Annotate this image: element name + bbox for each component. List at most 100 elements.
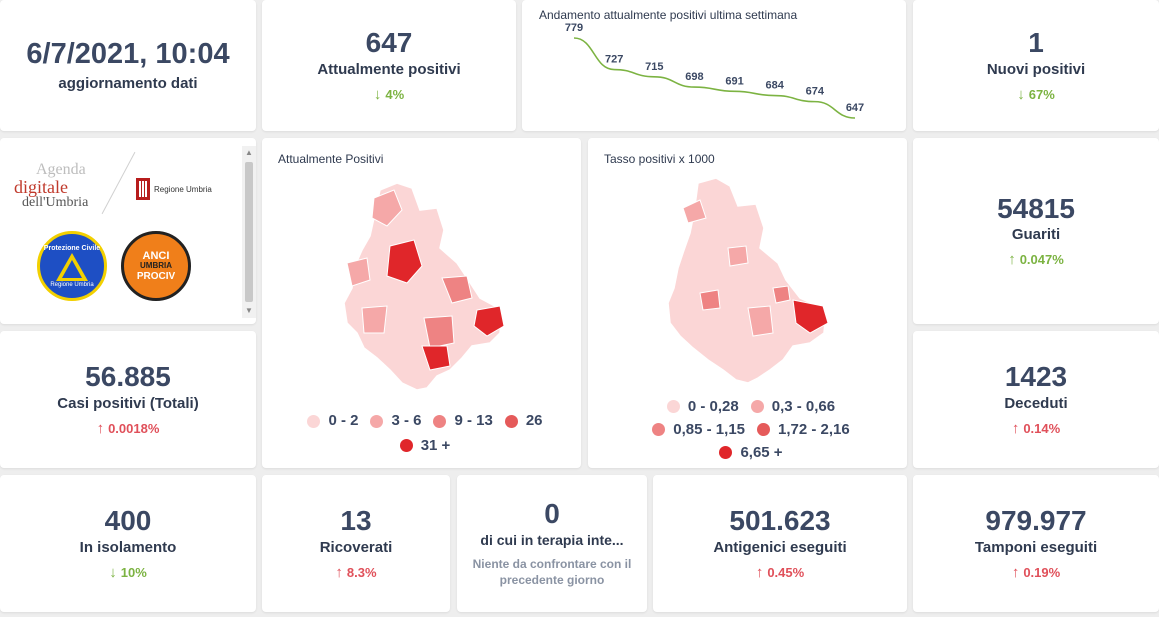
anci-prociv-logo: ANCI UMBRIA PROCIV	[121, 231, 191, 301]
scroll-thumb[interactable]	[245, 162, 253, 302]
anci-sub: UMBRIA	[140, 260, 172, 270]
arrow-up-icon: ↑	[1011, 563, 1020, 581]
isolamento-card[interactable]: 400 In isolamento ↓ 10%	[0, 475, 256, 612]
legend-dot	[750, 400, 764, 413]
protezione-sub: Regione Umbria	[50, 281, 94, 288]
attualmente-positivi-card[interactable]: 647 Attualmente positivi ↓ 4%	[262, 0, 516, 131]
terapia-note: Niente da confrontare con il precedente …	[472, 556, 632, 587]
tamponi-card[interactable]: 979.977 Tamponi eseguiti ↑ 0.19%	[913, 475, 1159, 612]
map-tasso[interactable]	[588, 138, 907, 468]
antigenici-label: Antigenici eseguiti	[713, 538, 847, 556]
legend-dot	[719, 446, 733, 459]
ricoverati-card[interactable]: 13 Ricoverati ↑ 8.3%	[262, 475, 450, 612]
logos-scrollbar[interactable]: ▲ ▼	[242, 146, 256, 318]
protezione-civile-logo: Protezione Civile Regione Umbria	[37, 231, 107, 301]
legend-label: 0 - 0,28	[687, 398, 739, 415]
update-card: 6/7/2021, 10:04 aggiornamento dati	[0, 0, 256, 131]
legend-label: 0,85 - 1,15	[673, 421, 745, 438]
casi-totali-value: 56.885	[85, 361, 171, 393]
attualmente-positivi-delta: ↓ 4%	[374, 86, 404, 103]
legend-dot	[666, 400, 680, 413]
trend-data-label: 698	[685, 71, 703, 83]
casi-totali-delta-value: 0.0018%	[108, 420, 160, 436]
attualmente-positivi-delta-value: 4%	[385, 86, 405, 102]
ricoverati-value: 13	[340, 505, 372, 537]
district-e	[727, 245, 749, 267]
district-a	[682, 199, 707, 224]
legend-item: 0 - 2	[307, 410, 358, 432]
legend-dot	[307, 414, 321, 428]
anci-text: ANCI	[142, 249, 170, 262]
isolamento-delta-value: 10%	[120, 564, 147, 580]
map-tasso-legend: 0 - 0,28 0,3 - 0,66 0,85 - 1,15 1,72 - 2,16…	[616, 396, 886, 465]
isolamento-label: In isolamento	[79, 538, 177, 556]
deceduti-card[interactable]: 1423 Deceduti ↑ 0.14%	[913, 331, 1159, 468]
tamponi-delta: ↑ 0.19%	[1012, 564, 1060, 581]
guariti-delta-value: 0.047%	[1019, 252, 1064, 268]
regione-umbria-logo: Regione Umbria	[136, 178, 212, 200]
arrow-up-icon: ↑	[1011, 419, 1020, 437]
arrow-down-icon: ↓	[109, 563, 117, 581]
district-h	[361, 305, 388, 334]
attualmente-positivi-label: Attualmente positivi	[317, 60, 461, 78]
trend-data-label: 727	[605, 54, 623, 66]
map-tasso-title: Tasso positivi x 1000	[604, 152, 715, 166]
arrow-down-icon: ↓	[1017, 85, 1025, 103]
deceduti-delta: ↑ 0.14%	[1012, 420, 1060, 437]
deceduti-label: Deceduti	[1004, 394, 1068, 412]
map-positivi[interactable]	[262, 138, 581, 468]
update-label: aggiornamento dati	[58, 74, 198, 92]
tamponi-value: 979.977	[985, 505, 1087, 537]
district-c	[747, 305, 774, 337]
regione-umbria-icon	[136, 178, 150, 200]
legend-label: 0,3 - 0,66	[771, 398, 836, 415]
umbria-region-shape	[667, 177, 827, 384]
nuovi-positivi-label: Nuovi positivi	[986, 60, 1086, 78]
attualmente-positivi-value: 647	[365, 27, 413, 59]
agenda-digitale-logo: Agenda digitale dell'Umbria	[14, 162, 106, 210]
antigenici-card[interactable]: 501.623 Antigenici eseguiti ↑ 0.45%	[653, 475, 907, 612]
legend-item: 31 +	[399, 435, 451, 457]
guariti-label: Guariti	[1011, 226, 1061, 244]
casi-totali-delta: ↑ 0.0018%	[97, 420, 160, 437]
legend-item: 0,3 - 0,66	[750, 396, 836, 417]
district-f	[772, 285, 791, 304]
legend-item: 0,85 - 1,15	[652, 419, 745, 440]
scroll-down-icon[interactable]: ▼	[245, 306, 253, 315]
trend-chart: 779 727 715 698 691 684 674 647	[565, 22, 864, 119]
isolamento-value: 400	[104, 505, 152, 537]
update-datetime: 6/7/2021, 10:04	[26, 38, 230, 71]
arrow-up-icon: ↑	[335, 563, 343, 581]
agenda-line1: Agenda	[36, 161, 86, 178]
district-a	[371, 189, 403, 227]
terapia-label: di cui in terapia inte...	[480, 531, 624, 548]
arrow-up-icon: ↑	[755, 563, 764, 581]
map-positivi-title: Attualmente Positivi	[278, 152, 384, 166]
trend-data-label: 647	[846, 102, 864, 114]
legend-label: 0 - 2	[328, 412, 359, 429]
protezione-text: Protezione Civile	[43, 244, 101, 252]
antigenici-delta: ↑ 0.45%	[756, 564, 804, 581]
district-c	[441, 275, 473, 304]
map-positivi-legend: 0 - 2 3 - 6 9 - 13 26 31 +	[290, 410, 560, 459]
legend-label: 31 +	[420, 436, 451, 454]
casi-totali-card[interactable]: 56.885 Casi positivi (Totali) ↑ 0.0018%	[0, 331, 256, 468]
scroll-up-icon[interactable]: ▲	[245, 148, 253, 157]
guariti-delta: ↑ 0.047%	[1008, 251, 1064, 268]
deceduti-delta-value: 0.14%	[1023, 420, 1061, 436]
nuovi-positivi-delta: ↓ 67%	[1017, 86, 1055, 103]
terapia-card[interactable]: 0 di cui in terapia inte... Niente da co…	[457, 475, 647, 612]
agenda-line3: dell'Umbria	[22, 195, 89, 210]
guariti-card[interactable]: 54815 Guariti ↑ 0.047%	[913, 138, 1159, 324]
ricoverati-delta-value: 8.3%	[346, 564, 377, 580]
nuovi-positivi-value: 1	[1028, 27, 1044, 59]
legend-dot	[399, 439, 413, 452]
logos-card: Agenda digitale dell'Umbria Regione Umbr…	[0, 138, 256, 324]
legend-item: 3 - 6	[370, 410, 421, 432]
antigenici-value: 501.623	[729, 505, 831, 537]
map-tasso-card: Tasso positivi x 1000 0 - 0,28 0,3 - 0,66…	[588, 138, 907, 468]
logo-divider	[101, 151, 136, 215]
district-b	[386, 239, 423, 284]
trend-data-label: 684	[766, 80, 785, 92]
nuovi-positivi-card[interactable]: 1 Nuovi positivi ↓ 67%	[913, 0, 1159, 131]
